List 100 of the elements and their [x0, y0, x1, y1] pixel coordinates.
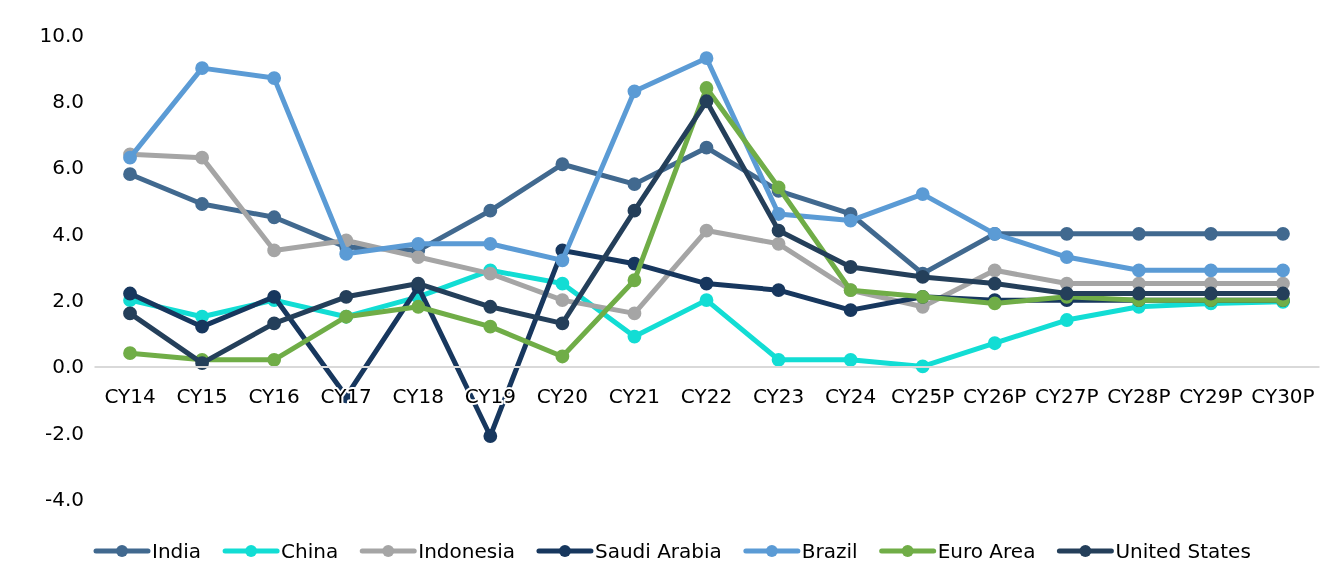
- point: [771, 283, 786, 298]
- y-tick-label: -4.0: [44, 486, 84, 511]
- legend-label: Indonesia: [418, 539, 515, 563]
- point: [1276, 263, 1290, 278]
- point: [555, 253, 570, 268]
- point: [1131, 263, 1146, 278]
- point: [627, 329, 642, 344]
- point: [1276, 286, 1290, 301]
- point: [915, 187, 930, 201]
- point: [267, 352, 282, 367]
- point: [483, 429, 498, 443]
- point: [915, 270, 930, 284]
- point: [699, 223, 714, 238]
- point: [843, 213, 858, 228]
- y-tick-label: 8.0: [52, 89, 84, 114]
- point: [1059, 313, 1074, 327]
- point: [699, 94, 714, 109]
- legend-label: India: [152, 539, 202, 563]
- point: [195, 61, 209, 76]
- point: [771, 352, 786, 367]
- point: [771, 223, 786, 238]
- legend-label: Euro Area: [937, 539, 1036, 563]
- x-tick-label: CY24: [824, 383, 877, 408]
- point: [1204, 263, 1218, 278]
- point: [555, 316, 570, 331]
- y-tick-label: 0.0: [52, 354, 84, 379]
- legend-label: Brazil: [801, 539, 858, 563]
- x-tick-label: CY22: [680, 383, 733, 408]
- x-tick-label: CY26P: [963, 383, 1027, 408]
- x-tick-label: CY23: [752, 383, 805, 408]
- point: [267, 316, 282, 331]
- y-tick-label: 6.0: [52, 155, 84, 180]
- point: [123, 346, 137, 361]
- point: [555, 293, 570, 308]
- point: [1276, 226, 1290, 241]
- x-tick-label: CY29P: [1179, 383, 1243, 408]
- x-tick-label: CY18: [392, 383, 444, 408]
- point: [699, 276, 714, 291]
- point: [123, 306, 137, 321]
- point: [555, 349, 570, 364]
- point: [123, 167, 137, 182]
- x-tick-label: CY25P: [891, 383, 955, 408]
- point: [987, 263, 1002, 278]
- x-tick-label: CY28P: [1107, 383, 1171, 408]
- x-tick-label: CY20: [536, 383, 589, 408]
- point: [699, 81, 714, 95]
- point: [987, 336, 1002, 351]
- point: [195, 319, 209, 334]
- point: [411, 250, 426, 264]
- point: [339, 289, 354, 304]
- point: [699, 293, 714, 308]
- point: [123, 286, 137, 301]
- y-tick-label: 4.0: [52, 221, 84, 246]
- point: [483, 236, 498, 251]
- x-tick-label: CY16: [248, 383, 300, 408]
- point: [483, 319, 498, 334]
- point: [627, 306, 642, 321]
- point: [267, 289, 282, 304]
- point: [555, 276, 570, 291]
- point: [843, 260, 858, 274]
- point: [483, 299, 498, 314]
- x-tick-label: CY14: [104, 383, 156, 408]
- y-tick-label: 2.0: [52, 288, 84, 313]
- point: [843, 352, 858, 367]
- point: [627, 84, 642, 99]
- point: [1059, 226, 1074, 241]
- point: [411, 236, 426, 251]
- point: [1204, 226, 1218, 241]
- point: [627, 203, 642, 218]
- y-tick-label: -2.0: [44, 420, 84, 445]
- x-tick-label: CY30P: [1251, 383, 1315, 408]
- point: [411, 299, 426, 314]
- x-tick-label: CY21: [608, 383, 661, 408]
- point: [843, 303, 858, 317]
- point: [267, 243, 282, 258]
- point: [195, 150, 209, 165]
- point: [771, 207, 786, 221]
- point: [627, 177, 642, 192]
- point: [195, 356, 209, 371]
- point: [483, 203, 498, 218]
- legend-label: China: [281, 539, 339, 563]
- legend-label: United States: [1115, 539, 1251, 563]
- point: [195, 197, 209, 211]
- x-tick-label: CY15: [176, 383, 228, 408]
- legend-label: Saudi Arabia: [594, 539, 722, 563]
- point: [699, 51, 714, 66]
- x-tick-label: CY27P: [1035, 383, 1099, 408]
- point: [555, 157, 570, 172]
- point: [987, 276, 1002, 291]
- point: [699, 140, 714, 155]
- y-tick-label: 10.0: [39, 22, 84, 47]
- point: [771, 236, 786, 251]
- point: [267, 71, 282, 85]
- point: [339, 246, 354, 261]
- point: [1131, 226, 1146, 241]
- point: [267, 210, 282, 225]
- point: [1204, 286, 1218, 301]
- point: [1059, 250, 1074, 264]
- point: [627, 273, 642, 288]
- point: [1131, 286, 1146, 301]
